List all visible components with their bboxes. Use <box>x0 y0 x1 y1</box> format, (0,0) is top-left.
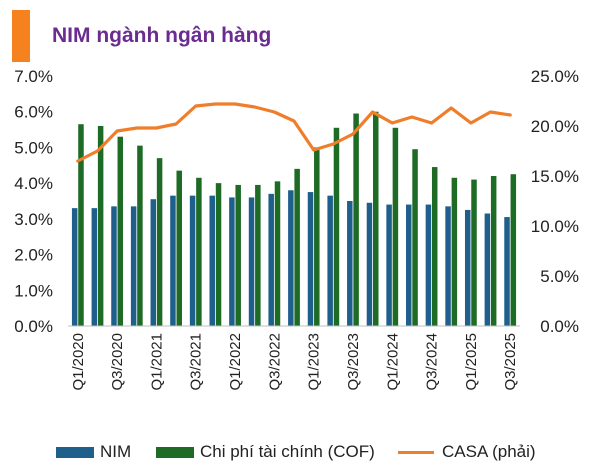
nim-bar <box>189 195 196 326</box>
legend-item-casa: CASA (phải) <box>398 442 536 462</box>
y-left-tick-label: 2.0% <box>14 246 53 265</box>
y-left-tick-label: 0.0% <box>14 317 53 336</box>
chart-title: NIM ngành ngân hàng <box>52 24 272 47</box>
chart-canvas: 0.0% 1.0% 2.0% 3.0% 4.0% 5.0% 6.0% 7.0% 0.0% 5.0%… <box>14 67 579 391</box>
nim-bar <box>209 195 215 326</box>
y-left-tick-label: 6.0% <box>14 103 53 122</box>
x-tick-label: Q3/2024 <box>424 333 441 391</box>
nim-bar <box>504 217 510 326</box>
nim-bar <box>111 206 117 326</box>
legend-item-nim: NIM <box>56 442 131 462</box>
x-tick-label: Q3/2020 <box>109 333 126 391</box>
cof-bar <box>215 183 222 326</box>
nim-bar <box>307 192 314 326</box>
cof-bar <box>490 176 497 326</box>
x-tick-label: Q3/2022 <box>266 333 283 391</box>
nim-bar <box>71 208 78 326</box>
x-tick-label: Q3/2025 <box>502 333 519 391</box>
cof-bar <box>255 184 261 326</box>
cof-bar <box>274 181 281 326</box>
y-left-tick-label: 1.0% <box>14 281 53 300</box>
y-right-tick-label: 10.0% <box>531 217 579 236</box>
nim-bar <box>406 204 412 326</box>
cof-bar <box>471 179 477 326</box>
cof-bar <box>353 113 359 326</box>
nim-bar <box>229 197 235 326</box>
nim-bar <box>288 190 294 326</box>
nim-bar <box>484 213 491 326</box>
cof-bar <box>510 174 517 326</box>
cof-bar <box>392 127 399 327</box>
x-tick-label: Q3/2023 <box>345 333 362 391</box>
cof-bar <box>412 149 418 326</box>
x-tick-label: Q3/2021 <box>188 333 205 391</box>
nim-bar <box>91 208 98 326</box>
cof-bar <box>176 170 182 326</box>
cof-bar <box>97 126 104 326</box>
cof-bar <box>78 124 84 326</box>
nim-bar <box>268 193 274 326</box>
nim-bar <box>445 206 451 326</box>
legend-label-cof: Chi phí tài chính (COF) <box>200 442 375 461</box>
y-right-tick-label: 0.0% <box>540 317 579 336</box>
legend-label-casa: CASA (phải) <box>442 442 536 461</box>
legend: NIM Chi phí tài chính (COF) CASA (phải) <box>0 438 616 468</box>
title-accent-bar <box>12 10 30 62</box>
cof-bar <box>117 136 124 326</box>
y-left-tick-label: 4.0% <box>14 174 53 193</box>
legend-swatch-cof <box>156 447 194 459</box>
nim-bar <box>170 195 176 326</box>
x-tick-label: Q1/2025 <box>463 333 480 391</box>
x-tick-label: Q1/2021 <box>148 333 165 391</box>
nim-bar <box>248 197 255 326</box>
y-right-tick-label: 25.0% <box>531 67 579 86</box>
cof-bar <box>235 184 241 326</box>
nim-bar <box>130 206 137 326</box>
cof-bar <box>451 177 458 326</box>
legend-swatch-nim <box>56 447 94 459</box>
x-tick-label: Q1/2020 <box>70 333 87 391</box>
cof-bar <box>196 177 202 326</box>
cof-bar <box>137 145 143 326</box>
y-left-tick-label: 3.0% <box>14 210 53 229</box>
nim-bar <box>366 202 373 326</box>
x-tick-label: Q1/2022 <box>227 333 244 391</box>
cof-bar <box>314 147 320 326</box>
cof-bar <box>431 167 438 326</box>
nim-bar <box>347 201 353 326</box>
legend-label-nim: NIM <box>100 442 132 461</box>
y-right-tick-label: 5.0% <box>540 267 579 286</box>
x-tick-label: Q1/2023 <box>306 333 323 391</box>
casa-line <box>76 102 512 163</box>
nim-bar <box>327 195 333 326</box>
cof-bar <box>333 127 340 327</box>
legend-swatch-casa <box>398 451 434 455</box>
y-right-tick-label: 15.0% <box>531 167 579 186</box>
cof-bar <box>156 158 163 326</box>
y-left-tick-label: 7.0% <box>14 67 53 86</box>
y-right-tick-label: 20.0% <box>531 117 579 136</box>
y-left-tick-label: 5.0% <box>14 138 53 157</box>
nim-bar <box>425 204 432 326</box>
nim-bar <box>386 204 392 326</box>
legend-item-cof: Chi phí tài chính (COF) <box>156 442 375 462</box>
cof-bar <box>294 168 300 326</box>
nim-bar <box>150 199 157 326</box>
x-tick-label: Q1/2024 <box>384 333 401 391</box>
cof-bar <box>373 111 379 326</box>
nim-bar <box>464 209 471 326</box>
